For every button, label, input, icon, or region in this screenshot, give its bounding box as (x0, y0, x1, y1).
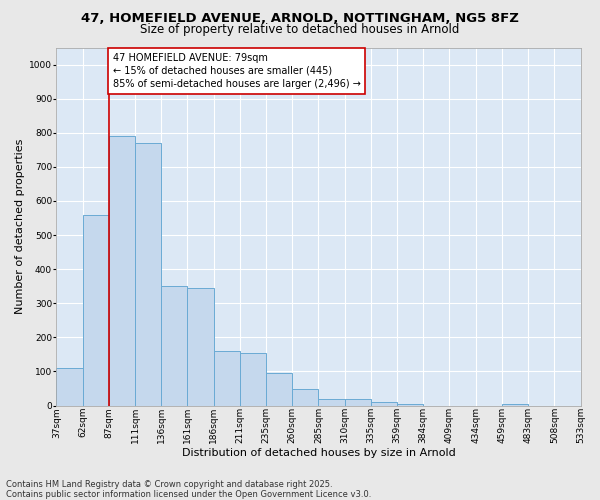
Text: 47, HOMEFIELD AVENUE, ARNOLD, NOTTINGHAM, NG5 8FZ: 47, HOMEFIELD AVENUE, ARNOLD, NOTTINGHAM… (81, 12, 519, 26)
Bar (319, 398, 344, 406)
Bar (135, 143, 161, 406)
Text: 47 HOMEFIELD AVENUE: 79sqm
← 15% of detached houses are smaller (445)
85% of sem: 47 HOMEFIELD AVENUE: 79sqm ← 15% of deta… (113, 52, 361, 89)
Text: Size of property relative to detached houses in Arnold: Size of property relative to detached ho… (140, 22, 460, 36)
Bar (266, 373, 292, 406)
Bar (109, 136, 135, 406)
Bar (56, 368, 83, 406)
Bar (502, 404, 528, 406)
Bar (187, 288, 214, 406)
Bar (83, 214, 109, 406)
Bar (161, 286, 187, 406)
Bar (292, 388, 319, 406)
X-axis label: Distribution of detached houses by size in Arnold: Distribution of detached houses by size … (182, 448, 455, 458)
Bar (397, 404, 423, 406)
Bar (214, 351, 240, 406)
Bar (240, 352, 266, 406)
Y-axis label: Number of detached properties: Number of detached properties (15, 139, 25, 314)
Bar (371, 402, 397, 406)
Bar (344, 398, 371, 406)
Text: Contains HM Land Registry data © Crown copyright and database right 2025.
Contai: Contains HM Land Registry data © Crown c… (6, 480, 371, 499)
